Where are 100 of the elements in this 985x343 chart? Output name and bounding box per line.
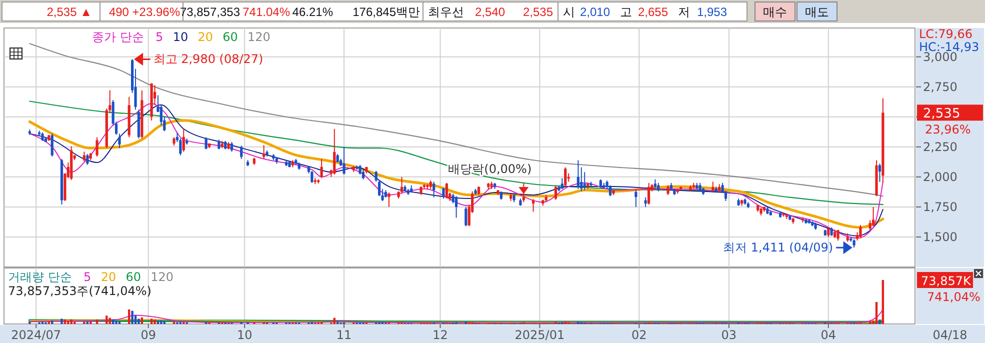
text: 120 [248, 30, 270, 44]
x-tick-label: 09 [140, 328, 156, 342]
text: 46.21% [292, 5, 334, 19]
x-tick-label: 03 [721, 328, 737, 342]
candlestick [118, 133, 121, 149]
text: 60 [126, 270, 142, 284]
text: 시 [563, 5, 575, 19]
bar [882, 280, 884, 324]
bar [112, 320, 114, 324]
candlestick [564, 166, 567, 188]
bar [160, 320, 162, 324]
bar [138, 318, 140, 324]
text: 120 [150, 270, 174, 284]
bar [150, 318, 153, 324]
text: 2,655 [638, 5, 668, 19]
annotation: 최저 1,411 (04/09) [723, 240, 834, 255]
y-tick-label: 1,750 [923, 200, 958, 214]
text: LC:79,66 [919, 27, 972, 41]
line-series [29, 100, 884, 206]
text: 고 [620, 5, 632, 19]
candlestick [96, 136, 98, 158]
candlestick [182, 128, 185, 152]
candlestick [218, 139, 220, 150]
candlestick [872, 206, 875, 227]
text: 741,04% [927, 290, 980, 304]
text: 20 [100, 270, 116, 284]
candlestick [442, 187, 445, 200]
x-tick-label: 02 [631, 328, 647, 342]
bar [106, 316, 108, 324]
legend-title: 거래량 단순 [8, 270, 72, 284]
bar [51, 320, 54, 324]
candlestick [647, 182, 650, 206]
candlestick [532, 198, 535, 212]
annotation: 최고 2,980 (08/27) [153, 52, 264, 66]
x-tick-label: 10 [236, 328, 252, 342]
candlestick [310, 170, 314, 184]
text: 10 [172, 30, 188, 44]
candlestick [50, 133, 54, 158]
text: 60 [222, 30, 238, 44]
x-tick-label: 2024/07 [11, 328, 62, 342]
candlestick [374, 170, 378, 182]
candlestick [342, 146, 346, 176]
x-tick-label: 04 [820, 328, 836, 342]
candlestick [608, 184, 612, 197]
text: 매도 [805, 5, 829, 19]
candlestick [333, 128, 336, 176]
text: 최우선 [428, 5, 464, 19]
text: 2,540 [474, 5, 506, 19]
text: 5 [83, 270, 92, 284]
candlestick [362, 169, 365, 180]
bar [154, 320, 156, 324]
text: 1,953 [696, 5, 728, 19]
x-tick-label: 12 [432, 328, 448, 342]
y-tick-label: 1,500 [923, 230, 958, 244]
y-tick-label: 2,000 [923, 170, 958, 184]
candlestick [204, 136, 208, 150]
text: 20 [198, 30, 214, 44]
line-series [29, 43, 884, 197]
candlestick [240, 145, 243, 160]
candlestick [400, 176, 404, 194]
candlestick [454, 196, 458, 218]
bar [70, 320, 72, 324]
candlestick [388, 192, 390, 208]
y-tick-label: 2,250 [923, 140, 958, 154]
bar [875, 302, 878, 324]
candlestick [712, 181, 714, 192]
candlestick [320, 158, 323, 179]
bar [131, 310, 134, 324]
text: 73,857K [921, 274, 972, 288]
text: 5 [155, 30, 164, 44]
bar [134, 315, 137, 324]
candlestick [464, 206, 468, 227]
text: 23,96% [925, 122, 971, 137]
candlestick [878, 163, 882, 182]
bar [96, 320, 98, 324]
text: 2,535 [923, 106, 960, 122]
candlestick [445, 182, 448, 200]
bar [60, 318, 63, 324]
candlestick [86, 154, 89, 166]
x-tick-label: 11 [336, 328, 352, 342]
candlestick [560, 178, 564, 190]
text: 73,857,353 [180, 5, 240, 19]
candlestick [432, 181, 436, 198]
candlestick [634, 190, 638, 208]
candlestick [583, 172, 586, 191]
bar [67, 320, 70, 324]
text: 04/18 [932, 328, 968, 342]
bar [115, 320, 118, 324]
text: 저 [678, 5, 690, 19]
candlestick [644, 196, 647, 208]
text: 2,535 [522, 5, 554, 19]
candlestick [859, 224, 862, 239]
chart-subtitle: 73,857,353주(741,04%) [8, 284, 152, 298]
legend-title: 종가 단순 [92, 30, 144, 44]
candlestick [554, 184, 558, 200]
text: 490 +23.96% [108, 5, 180, 19]
candlestick [358, 164, 362, 176]
text: 176,845백만 [352, 5, 420, 19]
candlestick [378, 180, 381, 197]
candlestick [666, 184, 670, 196]
